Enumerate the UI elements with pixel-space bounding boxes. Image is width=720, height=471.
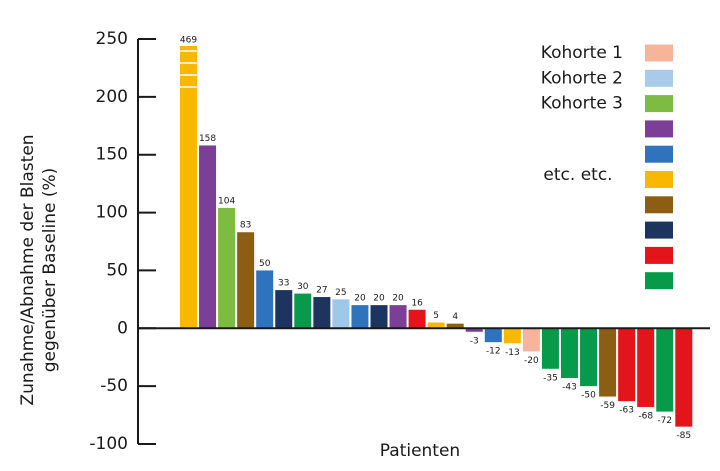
- value-label: -63: [619, 406, 634, 416]
- value-label: -20: [524, 356, 539, 366]
- bar: [332, 299, 350, 329]
- bar: [294, 293, 312, 329]
- bar: [218, 207, 236, 329]
- value-label: 27: [316, 286, 327, 296]
- value-label: -13: [505, 348, 520, 358]
- value-label: 25: [335, 288, 346, 298]
- y-tick-label: 50: [106, 260, 128, 280]
- y-axis-label: Zunahme/Abnahme der Blasten: [18, 134, 38, 405]
- legend-label: Kohorte 3: [541, 94, 623, 114]
- bar: [180, 46, 197, 329]
- bar: [675, 328, 693, 427]
- legend-label: Kohorte 2: [541, 68, 623, 88]
- value-label: -72: [657, 416, 672, 426]
- value-label: -3: [470, 336, 479, 346]
- value-label: 104: [218, 196, 235, 206]
- bar: [465, 328, 483, 332]
- legend-note: etc. etc.: [543, 165, 612, 185]
- legend-swatch: [645, 171, 673, 188]
- value-label: -43: [562, 383, 577, 393]
- bar: [351, 305, 369, 329]
- bar: [256, 270, 274, 329]
- y-tick-label: 200: [96, 87, 128, 107]
- legend-swatch: [645, 120, 673, 138]
- bar: [484, 328, 502, 343]
- legend-swatch: [645, 69, 673, 87]
- y-tick-label: -50: [100, 376, 128, 396]
- bar: [618, 328, 636, 402]
- value-label: -12: [486, 347, 501, 357]
- bar: [599, 328, 617, 397]
- bar: [313, 297, 331, 329]
- bar: [637, 328, 655, 407]
- value-label: 158: [199, 134, 216, 144]
- bar: [446, 323, 464, 329]
- legend-swatch: [645, 145, 673, 163]
- legend-swatch: [645, 246, 673, 264]
- value-label: -85: [676, 431, 691, 441]
- value-label: 20: [373, 294, 385, 304]
- bar: [522, 328, 540, 352]
- value-label: -68: [638, 411, 653, 421]
- plot: [180, 46, 693, 427]
- value-label: -35: [543, 373, 558, 383]
- bar: [561, 328, 578, 379]
- y-tick-label: 0: [117, 318, 128, 338]
- value-label: 4: [452, 312, 458, 322]
- bar: [237, 232, 255, 329]
- bar: [370, 305, 388, 329]
- value-label: 50: [259, 259, 271, 269]
- legend-swatch: [645, 221, 673, 239]
- value-label: 83: [240, 221, 251, 231]
- y-tick-label: 100: [96, 203, 128, 223]
- value-label: 33: [278, 279, 289, 289]
- value-label: 469: [180, 36, 197, 46]
- y-tick-label: 150: [96, 145, 128, 165]
- value-label: -59: [600, 401, 615, 411]
- value-label: 20: [354, 294, 366, 304]
- bar: [389, 305, 407, 329]
- y-tick-label: 250: [96, 29, 128, 49]
- bar: [427, 322, 445, 329]
- bar: [541, 328, 559, 369]
- value-label: 30: [297, 282, 309, 292]
- bar: [408, 309, 426, 329]
- bar: [656, 328, 674, 412]
- bar: [199, 145, 217, 329]
- bar: [580, 328, 598, 387]
- legend-swatch: [645, 95, 673, 113]
- bar: [275, 290, 293, 329]
- value-label: 5: [433, 311, 439, 321]
- bar: [503, 328, 521, 344]
- value-label: 16: [411, 298, 423, 308]
- legend-swatch: [645, 44, 673, 62]
- legend-label: Kohorte 1: [541, 43, 623, 63]
- legend-swatch: [645, 196, 673, 214]
- x-axis-label: Patienten: [380, 441, 460, 461]
- y-tick-label: -100: [89, 434, 128, 454]
- legend-swatch: [645, 272, 673, 290]
- value-label: 20: [392, 294, 404, 304]
- value-label: -50: [581, 391, 596, 401]
- y-axis-label: gegenüber Baseline (%): [40, 168, 60, 373]
